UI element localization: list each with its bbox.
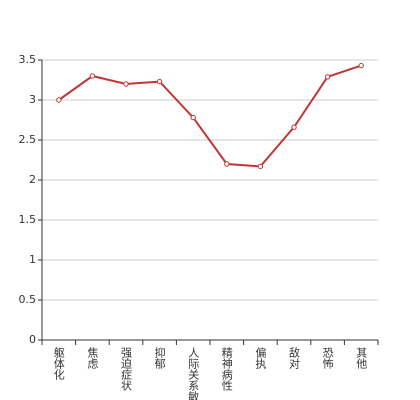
- data-point: [156, 78, 163, 85]
- data-point: [358, 62, 364, 69]
- y-tick-label: 0: [29, 333, 36, 346]
- data-point: [324, 74, 331, 80]
- y-tick-label: 1.5: [19, 213, 37, 226]
- x-tick-label: 敌对: [288, 346, 301, 369]
- data-point: [89, 73, 96, 79]
- x-tick-label: 躯体化: [52, 347, 65, 381]
- data-point: [257, 163, 264, 170]
- x-tick-label: 人际关系敏感: [187, 347, 200, 400]
- x-tick-label: 恐怖: [321, 347, 334, 369]
- x-tick-label: 抑郁: [153, 346, 166, 369]
- data-point: [56, 97, 62, 103]
- y-tick-label: 2.5: [19, 133, 37, 146]
- x-tick-label: 偏执: [254, 346, 267, 370]
- x-tick-label: 强迫症状: [120, 347, 133, 391]
- data-point: [291, 124, 297, 130]
- y-tick-label: 0.5: [19, 293, 37, 306]
- y-tick-label: 3.5: [19, 53, 37, 66]
- data-point: [123, 81, 129, 87]
- y-tick-label: 1: [29, 253, 36, 266]
- data-line: [58, 64, 362, 168]
- data-point: [224, 161, 230, 167]
- x-tick-label: 焦虑: [86, 347, 99, 369]
- data-point: [190, 114, 196, 121]
- x-tick-label: 精神病性: [220, 347, 233, 392]
- y-tick-label: 3: [29, 93, 36, 106]
- y-tick-label: 2: [29, 173, 36, 186]
- x-tick-label: 其他: [355, 347, 368, 369]
